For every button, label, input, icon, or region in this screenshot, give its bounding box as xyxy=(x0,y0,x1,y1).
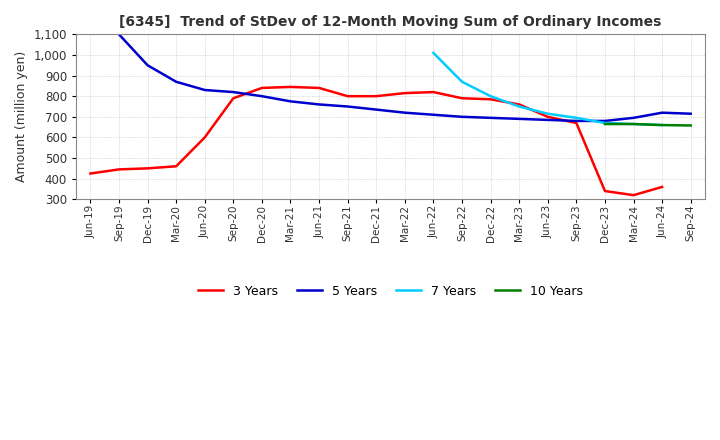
5 Years xyxy=(544,117,552,123)
Line: 5 Years: 5 Years xyxy=(119,34,690,121)
3 Years xyxy=(372,94,381,99)
5 Years xyxy=(372,107,381,112)
7 Years xyxy=(600,121,609,126)
5 Years xyxy=(400,110,409,115)
7 Years xyxy=(572,115,580,121)
3 Years xyxy=(400,91,409,96)
Legend: 3 Years, 5 Years, 7 Years, 10 Years: 3 Years, 5 Years, 7 Years, 10 Years xyxy=(193,280,588,303)
3 Years xyxy=(429,89,438,95)
5 Years xyxy=(686,111,695,116)
3 Years xyxy=(572,121,580,126)
3 Years xyxy=(343,94,352,99)
7 Years xyxy=(544,111,552,116)
3 Years xyxy=(600,188,609,194)
10 Years xyxy=(629,121,638,127)
7 Years xyxy=(629,121,638,127)
5 Years xyxy=(200,88,209,93)
7 Years xyxy=(658,122,667,128)
Line: 7 Years: 7 Years xyxy=(433,53,662,125)
5 Years xyxy=(286,99,294,104)
5 Years xyxy=(343,104,352,109)
3 Years xyxy=(515,102,523,107)
3 Years xyxy=(458,95,467,101)
3 Years xyxy=(315,85,323,91)
3 Years xyxy=(143,166,152,171)
10 Years xyxy=(658,122,667,128)
3 Years xyxy=(544,114,552,119)
5 Years xyxy=(658,110,667,115)
3 Years xyxy=(172,164,181,169)
3 Years xyxy=(486,97,495,102)
5 Years xyxy=(515,116,523,121)
7 Years xyxy=(486,94,495,99)
Line: 3 Years: 3 Years xyxy=(91,87,662,195)
3 Years xyxy=(200,135,209,140)
5 Years xyxy=(172,79,181,84)
5 Years xyxy=(429,112,438,117)
7 Years xyxy=(515,104,523,109)
3 Years xyxy=(629,193,638,198)
3 Years xyxy=(86,171,95,176)
7 Years xyxy=(429,50,438,55)
5 Years xyxy=(572,118,580,124)
Y-axis label: Amount (million yen): Amount (million yen) xyxy=(15,51,28,183)
5 Years xyxy=(629,115,638,121)
5 Years xyxy=(315,102,323,107)
5 Years xyxy=(486,115,495,121)
3 Years xyxy=(286,84,294,90)
5 Years xyxy=(114,32,123,37)
7 Years xyxy=(458,79,467,84)
Title: [6345]  Trend of StDev of 12-Month Moving Sum of Ordinary Incomes: [6345] Trend of StDev of 12-Month Moving… xyxy=(120,15,662,29)
Line: 10 Years: 10 Years xyxy=(605,124,690,125)
3 Years xyxy=(229,95,238,101)
5 Years xyxy=(458,114,467,119)
10 Years xyxy=(686,123,695,128)
3 Years xyxy=(114,167,123,172)
3 Years xyxy=(258,85,266,91)
5 Years xyxy=(258,94,266,99)
5 Years xyxy=(600,118,609,124)
5 Years xyxy=(229,89,238,95)
5 Years xyxy=(143,62,152,68)
10 Years xyxy=(600,121,609,127)
3 Years xyxy=(658,184,667,190)
